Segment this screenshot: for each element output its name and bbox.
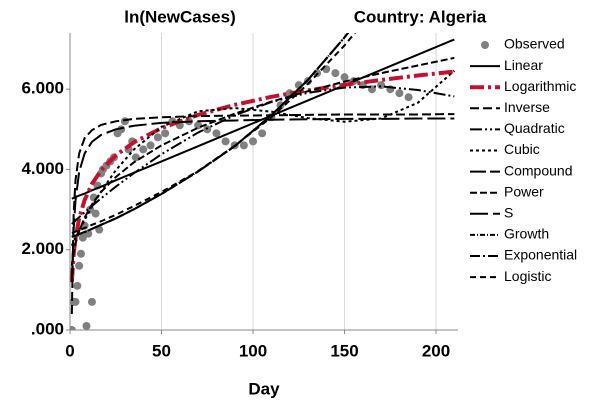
fit-line xyxy=(71,33,357,234)
observed-point xyxy=(221,137,230,146)
fit-line xyxy=(70,117,455,283)
observed-point xyxy=(146,141,155,150)
observed-point xyxy=(239,141,248,150)
legend-marker xyxy=(481,41,489,49)
observed-point xyxy=(87,297,96,306)
y-tick-label: 4.000 xyxy=(21,159,64,178)
legend-label: Cubic xyxy=(504,141,540,157)
fit-line xyxy=(70,69,455,282)
legend-label: Logistic xyxy=(504,268,551,284)
legend-label: Power xyxy=(504,183,544,199)
plot-layer xyxy=(70,33,455,330)
x-axis-label: Day xyxy=(248,379,280,398)
observed-point xyxy=(404,93,413,102)
observed-point xyxy=(212,129,221,138)
y-tick-label: 6.000 xyxy=(21,79,64,98)
observed-point xyxy=(395,89,404,98)
legend-label: Linear xyxy=(504,57,543,73)
fit-line xyxy=(71,85,455,225)
observed-point xyxy=(331,69,340,78)
observed-point xyxy=(194,121,203,130)
chart-subtitle: Country: Algeria xyxy=(354,7,487,26)
legend-label: Quadratic xyxy=(504,120,565,136)
observed-point xyxy=(377,81,386,90)
observed-point xyxy=(73,281,82,290)
x-tick-label: 0 xyxy=(65,341,74,360)
legend-label: Logarithmic xyxy=(504,78,576,94)
fit-line xyxy=(70,113,455,314)
y-tick-label: .000 xyxy=(31,319,64,338)
plot-area xyxy=(70,33,458,330)
observed-point xyxy=(76,249,85,258)
x-tick-label: 100 xyxy=(239,341,267,360)
observed-point xyxy=(75,261,84,270)
observed-point xyxy=(131,153,140,162)
legend-label: S xyxy=(504,205,513,221)
observed-point xyxy=(71,297,80,306)
fit-line xyxy=(70,69,455,247)
y-tick-label: 2.000 xyxy=(21,239,64,258)
observed-point xyxy=(249,137,258,146)
observed-point xyxy=(139,145,148,154)
observed-point xyxy=(91,209,100,218)
legend-label: Inverse xyxy=(504,99,550,115)
legend-label: Observed xyxy=(504,36,565,52)
observed-point xyxy=(70,326,76,330)
x-tick-label: 150 xyxy=(330,341,358,360)
fit-line xyxy=(70,56,455,266)
observed-point xyxy=(340,73,349,82)
chart-title: ln(NewCases) xyxy=(124,7,235,26)
observed-point xyxy=(82,321,91,330)
observed-point xyxy=(153,133,162,142)
legend-label: Exponential xyxy=(504,247,577,263)
fit-line xyxy=(71,33,350,238)
observed-point xyxy=(258,129,267,138)
legend-label: Growth xyxy=(504,226,549,242)
legend-label: Compound xyxy=(504,162,573,178)
observed-point xyxy=(161,129,170,138)
observed-point xyxy=(120,117,129,126)
x-tick-label: 50 xyxy=(152,341,171,360)
observed-point xyxy=(78,233,87,242)
observed-point xyxy=(95,225,104,234)
x-tick-label: 200 xyxy=(422,341,450,360)
